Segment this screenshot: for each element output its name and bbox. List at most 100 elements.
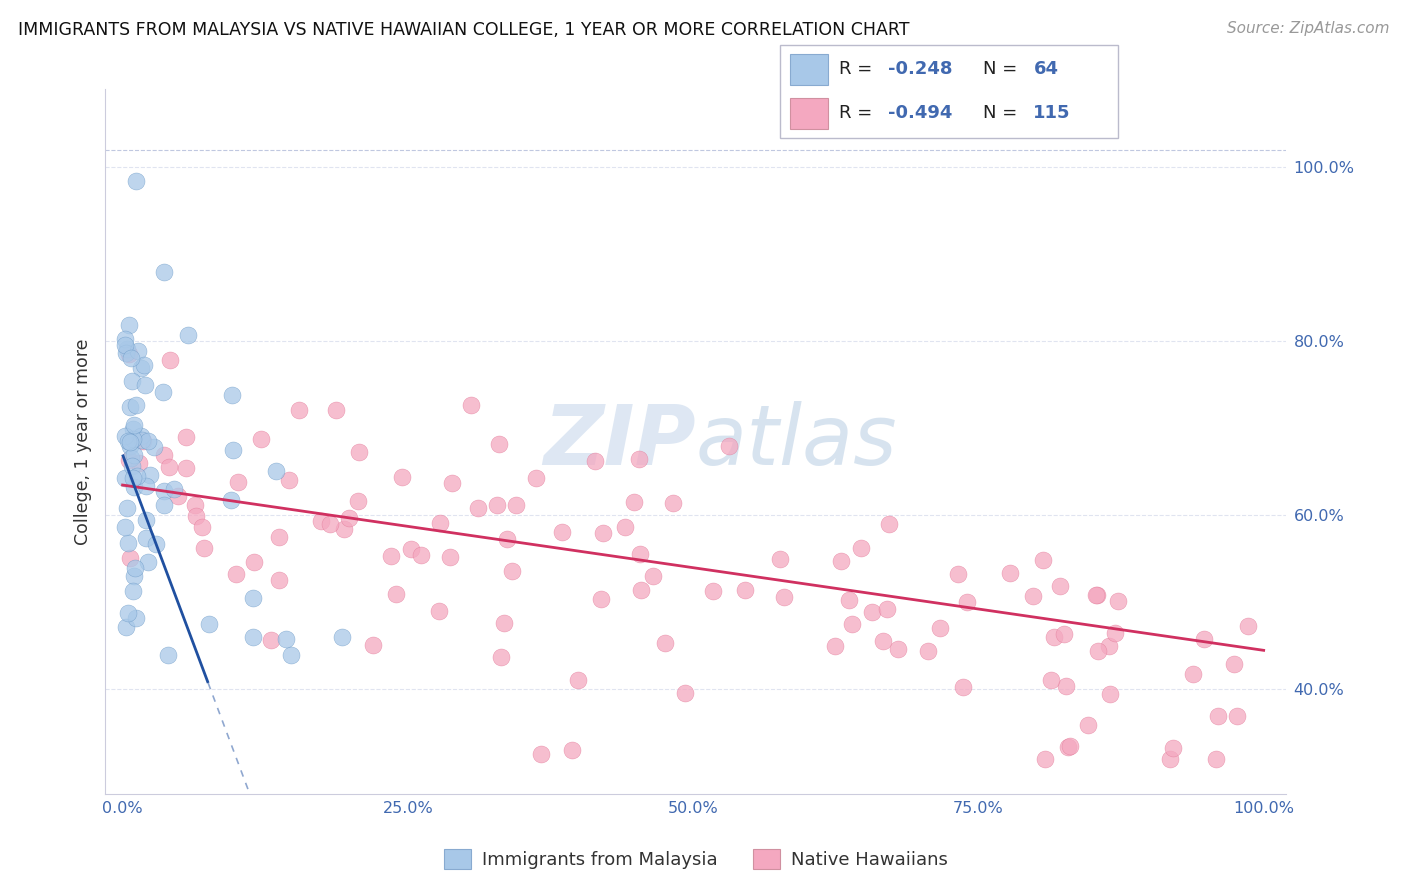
Point	[184, 508, 207, 523]
Point	[219, 493, 242, 508]
Point	[120, 451, 142, 466]
Point	[591, 592, 613, 607]
Point	[135, 479, 157, 493]
Text: -0.248: -0.248	[889, 61, 953, 78]
Point	[114, 520, 136, 534]
Point	[917, 643, 939, 657]
Point	[267, 573, 290, 587]
Point	[583, 454, 606, 468]
Point	[662, 495, 685, 509]
Point	[118, 551, 141, 566]
Point	[1043, 630, 1066, 644]
Point	[860, 605, 883, 619]
Point	[530, 747, 553, 761]
Point	[1205, 752, 1227, 766]
Text: 64: 64	[1033, 61, 1059, 78]
Point	[1159, 752, 1181, 766]
Point	[337, 510, 360, 524]
Point	[193, 541, 215, 555]
Point	[1236, 618, 1258, 632]
Text: R =: R =	[839, 104, 879, 122]
Point	[1108, 594, 1130, 608]
Point	[114, 429, 136, 443]
Point	[1059, 739, 1081, 754]
Point	[118, 401, 141, 415]
Point	[1192, 632, 1215, 646]
Point	[1056, 739, 1078, 754]
Point	[928, 622, 950, 636]
Point	[124, 417, 146, 432]
Text: R =: R =	[839, 61, 879, 78]
Point	[120, 435, 142, 450]
Point	[613, 520, 636, 534]
Point	[157, 648, 180, 662]
Point	[1077, 717, 1099, 731]
Point	[1033, 752, 1056, 766]
Point	[198, 616, 221, 631]
Point	[1085, 588, 1108, 602]
Point	[492, 615, 515, 630]
Point	[121, 374, 143, 388]
Point	[124, 561, 146, 575]
Point	[117, 536, 139, 550]
Point	[524, 471, 547, 485]
Point	[145, 536, 167, 550]
Point	[136, 434, 159, 448]
Point	[773, 590, 796, 604]
Point	[673, 686, 696, 700]
Point	[409, 548, 432, 562]
Point	[120, 351, 142, 366]
Point	[118, 318, 141, 332]
Point	[501, 564, 523, 578]
Point	[488, 437, 510, 451]
Point	[226, 475, 249, 489]
Point	[121, 458, 143, 473]
Point	[561, 743, 583, 757]
Point	[1000, 566, 1022, 580]
Point	[125, 173, 148, 187]
Point	[134, 378, 156, 392]
Point	[1087, 644, 1109, 658]
Point	[177, 327, 200, 342]
Point	[734, 583, 756, 598]
Point	[956, 595, 979, 609]
Point	[264, 464, 287, 478]
Point	[654, 636, 676, 650]
Text: atlas: atlas	[696, 401, 897, 482]
Point	[505, 498, 527, 512]
Point	[630, 582, 652, 597]
FancyBboxPatch shape	[780, 45, 1118, 138]
Point	[114, 471, 136, 485]
Point	[135, 531, 157, 545]
Point	[118, 347, 141, 361]
Point	[260, 633, 283, 648]
Point	[159, 352, 181, 367]
Point	[551, 524, 574, 539]
Point	[349, 445, 371, 459]
Point	[115, 343, 138, 357]
Point	[176, 430, 198, 444]
Point	[441, 475, 464, 490]
Point	[319, 516, 342, 531]
Point	[1222, 657, 1244, 672]
Point	[115, 501, 138, 516]
Point	[1099, 687, 1122, 701]
Point	[361, 638, 384, 652]
Text: N =: N =	[983, 104, 1022, 122]
Point	[592, 525, 614, 540]
Point	[250, 432, 273, 446]
Text: Source: ZipAtlas.com: Source: ZipAtlas.com	[1226, 21, 1389, 37]
Point	[824, 640, 846, 654]
Point	[830, 553, 852, 567]
Point	[135, 513, 157, 527]
Point	[1054, 679, 1077, 693]
Text: 115: 115	[1033, 104, 1071, 122]
Point	[876, 602, 898, 616]
Point	[325, 403, 347, 417]
Point	[309, 514, 332, 528]
Point	[1032, 552, 1054, 566]
Legend: Immigrants from Malaysia, Native Hawaiians: Immigrants from Malaysia, Native Hawaiia…	[436, 842, 956, 877]
Point	[1104, 626, 1126, 640]
Point	[841, 616, 863, 631]
Point	[641, 569, 664, 583]
